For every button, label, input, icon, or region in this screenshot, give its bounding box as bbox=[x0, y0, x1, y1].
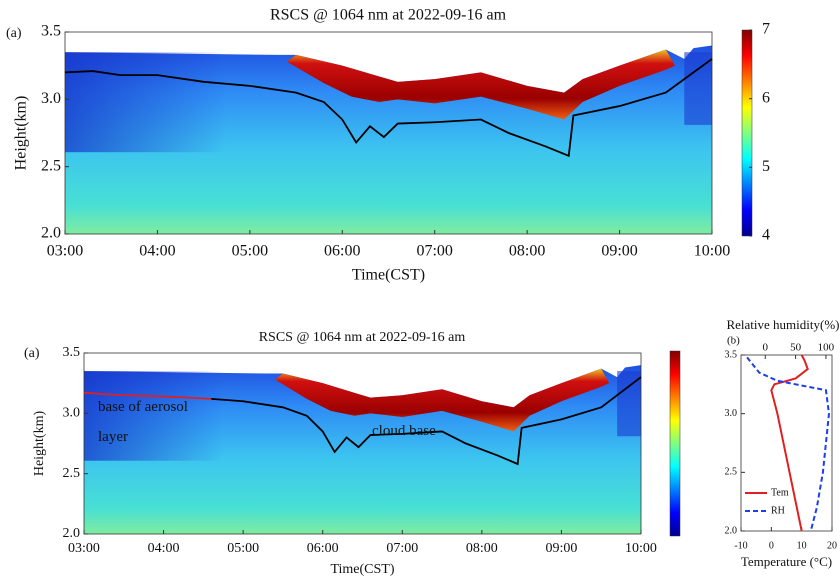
colorbar-label: 4 bbox=[762, 227, 770, 244]
right-dark bbox=[684, 52, 712, 125]
y-tick-label: 3.0 bbox=[63, 406, 81, 421]
x-axis-label: Time(CST) bbox=[352, 267, 425, 284]
x-tick-label: 03:00 bbox=[68, 541, 100, 556]
x-tick-label: 09:00 bbox=[545, 541, 577, 556]
data-line bbox=[746, 356, 830, 532]
x-tick-label: 09:00 bbox=[601, 243, 637, 260]
y-tick-label: 3.0 bbox=[725, 408, 738, 419]
title: Relative humidity(%) bbox=[726, 317, 839, 332]
title: RSCS @ 1064 nm at 2022-09-16 am bbox=[270, 7, 507, 24]
panel: RSCS @ 1064 nm at 2022-09-16 am (a) Height… bbox=[24, 330, 681, 577]
data-line bbox=[770, 354, 809, 532]
field bbox=[65, 45, 712, 234]
y-tick-label: 2.5 bbox=[725, 467, 738, 478]
x-tick-label: 10 bbox=[797, 540, 807, 551]
data-line bbox=[64, 58, 713, 158]
y-axis-label: Height(km) bbox=[13, 96, 30, 171]
colorbar bbox=[741, 29, 753, 237]
title: RSCS @ 1064 nm at 2022-09-16 am bbox=[259, 330, 466, 345]
plot-frame bbox=[740, 354, 833, 532]
y-tick-label: 2.0 bbox=[63, 526, 81, 541]
x-tick-label: 07:00 bbox=[386, 541, 418, 556]
x2-tick-label: 100 bbox=[818, 342, 835, 354]
x-tick-label: 05:00 bbox=[227, 541, 259, 556]
colorbar-label: 5 bbox=[762, 158, 770, 175]
data-line bbox=[83, 391, 212, 400]
x-tick-label: 04:00 bbox=[148, 541, 180, 556]
panel: 4 5 6 7 RSCS @ 1064 nm at 2022-09-16 am (a) He… bbox=[6, 7, 770, 284]
plot-frame bbox=[64, 31, 713, 235]
x-tick-label: 10:00 bbox=[625, 541, 657, 556]
data-line bbox=[211, 376, 642, 466]
y-axis-label: Height(km) bbox=[32, 411, 47, 477]
legend-label: RH bbox=[771, 505, 785, 516]
annotation: cloud base bbox=[372, 423, 436, 439]
colorbar bbox=[669, 350, 681, 537]
panel-label: (b) bbox=[727, 335, 740, 347]
cloud-layer bbox=[286, 49, 676, 120]
colorbar-label: 7 bbox=[762, 21, 770, 38]
x-tick-label: 10:00 bbox=[694, 243, 730, 260]
panel-label: (a) bbox=[24, 346, 40, 361]
aerosol-dark bbox=[84, 371, 224, 461]
x-tick-label: 08:00 bbox=[509, 243, 545, 260]
y-tick-label: 2.0 bbox=[725, 525, 738, 536]
colorbar-label: 6 bbox=[762, 89, 770, 106]
y-tick-label: 3.0 bbox=[41, 90, 61, 107]
legend-label: Tem bbox=[771, 487, 789, 498]
x-tick-label: 06:00 bbox=[324, 243, 360, 260]
x-tick-label: 20 bbox=[827, 540, 837, 551]
plot-frame bbox=[83, 352, 642, 535]
x-tick-label: 0 bbox=[769, 540, 774, 551]
cloud-layer bbox=[274, 368, 610, 432]
panel-label: (a) bbox=[6, 26, 22, 41]
y-tick-label: 2.5 bbox=[63, 466, 81, 481]
y-tick-label: 2.5 bbox=[41, 157, 61, 174]
panel: Relative humidity(%) (b) Temperature (°C) -… bbox=[725, 317, 840, 569]
x-tick-label: 03:00 bbox=[47, 243, 83, 260]
right-dark bbox=[617, 371, 641, 437]
x2-tick-label: 0 bbox=[763, 342, 769, 354]
x-tick-label: 04:00 bbox=[139, 243, 175, 260]
x2-tick-label: 50 bbox=[790, 342, 802, 354]
x-axis-label: Temperature (°C) bbox=[741, 554, 832, 569]
y-tick-label: 3.5 bbox=[725, 349, 738, 360]
annotation: base of aerosol layer bbox=[98, 399, 188, 445]
x-tick-label: 08:00 bbox=[466, 541, 498, 556]
y-tick-label: 3.5 bbox=[63, 345, 81, 360]
y-tick-label: 2.0 bbox=[41, 225, 61, 242]
x-tick-label: 05:00 bbox=[232, 243, 268, 260]
field bbox=[84, 365, 641, 534]
x-tick-label: 07:00 bbox=[416, 243, 452, 260]
x-tick-label: -10 bbox=[734, 540, 747, 551]
y-tick-label: 3.5 bbox=[41, 23, 61, 40]
x-axis-label: Time(CST) bbox=[330, 562, 394, 577]
x-tick-label: 06:00 bbox=[307, 541, 339, 556]
aerosol-dark bbox=[65, 52, 227, 153]
